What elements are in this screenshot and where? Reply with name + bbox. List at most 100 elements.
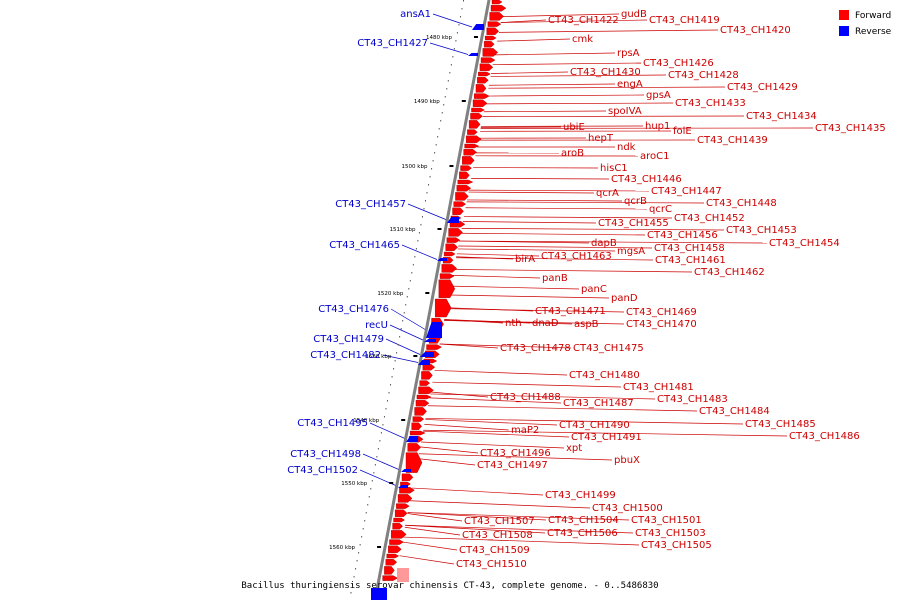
forward-leader-line — [407, 513, 463, 522]
minor-tick — [435, 144, 437, 146]
minor-tick — [391, 376, 393, 378]
reverse-feature-arrow — [420, 352, 434, 357]
forward-leader-line — [401, 541, 458, 551]
forward-feature-arrow — [412, 416, 425, 422]
minor-tick — [388, 392, 390, 394]
forward-gene-label: CT43_CH1509 — [459, 545, 530, 556]
forward-feature-arrow — [448, 228, 463, 237]
reverse-leader-line — [407, 203, 448, 221]
forward-gene-label: CT43_CH1506 — [547, 528, 618, 539]
forward-gene-label: CT43_CH1483 — [657, 394, 728, 405]
forward-gene-label: CT43_CH1499 — [545, 490, 616, 501]
forward-feature-arrow — [475, 84, 487, 93]
scale-label: 1540 kbp — [353, 418, 379, 424]
forward-leader-line — [417, 458, 476, 466]
forward-feature-arrow — [472, 99, 488, 108]
forward-feature-arrow — [455, 192, 469, 201]
forward-feature-arrow — [459, 171, 470, 180]
minor-tick — [364, 520, 366, 522]
minor-tick — [463, 0, 464, 2]
reverse-feature-arrow — [468, 53, 478, 56]
reverse-gene-label: recU — [365, 320, 388, 331]
minor-tick — [371, 480, 373, 482]
forward-leader-line — [494, 52, 616, 56]
reverse-feature-arrow — [437, 258, 447, 261]
forward-gene-label: CT43_CH1434 — [746, 111, 817, 122]
reverse-feature-arrow — [424, 339, 436, 342]
minor-tick — [393, 368, 395, 370]
minor-tick — [399, 336, 401, 338]
minor-tick — [411, 272, 413, 274]
minor-tick — [441, 112, 443, 114]
leader-lines — [359, 13, 814, 565]
minor-tick — [408, 288, 410, 290]
forward-leader-line — [444, 320, 625, 325]
forward-gene-label: CT43_CH1504 — [548, 515, 619, 526]
scale-label: 1550 kbp — [341, 481, 367, 487]
forward-leader-line — [501, 13, 620, 18]
forward-leader-line — [463, 216, 673, 219]
forward-leader-line — [429, 397, 562, 404]
minor-tick — [402, 320, 404, 322]
forward-gene-label: CT43_CH1455 — [598, 218, 669, 229]
minor-tick — [440, 120, 442, 122]
forward-gene-label: aroB — [561, 148, 584, 159]
forward-gene-label: aroC1 — [640, 151, 669, 162]
minor-tick — [361, 536, 363, 538]
forward-feature-arrow — [384, 566, 395, 575]
minor-tick — [453, 48, 455, 50]
forward-leader-line — [456, 257, 654, 261]
forward-feature-arrow — [490, 4, 507, 12]
minor-tick — [374, 464, 376, 466]
forward-leader-line — [405, 524, 546, 534]
forward-leader-line — [439, 343, 499, 349]
minor-tick — [400, 328, 402, 330]
minor-tick — [426, 192, 428, 194]
forward-feature-arrow — [422, 364, 436, 371]
forward-gene-label: CT43_CH1501 — [631, 515, 702, 526]
forward-feature-arrow — [463, 148, 477, 156]
forward-feature-arrow — [483, 41, 495, 48]
forward-leader-line — [483, 110, 607, 113]
forward-leader-line — [462, 221, 597, 224]
scale-tick — [377, 546, 382, 548]
reverse-labels: ansA1 CT43_CH1427 CT43_CH1457 CT43_CH1465 CT… — [287, 9, 431, 476]
forward-gene-label: hisC1 — [600, 163, 628, 174]
forward-gene-label: CT43_CH1430 — [570, 67, 641, 78]
forward-gene-label: CT43_CH1503 — [635, 528, 706, 539]
forward-gene-label: CT43_CH1481 — [623, 382, 694, 393]
minor-tick — [390, 384, 392, 386]
minor-tick — [368, 496, 370, 498]
minor-tick — [356, 560, 358, 562]
forward-feature-arrow — [393, 517, 405, 523]
forward-gene-label: CT43_CH1487 — [563, 398, 634, 409]
scale-tick — [473, 36, 478, 38]
reverse-leader-line — [385, 338, 421, 355]
forward-gene-label: CT43_CH1433 — [675, 98, 746, 109]
reverse-leader-line — [401, 244, 438, 260]
forward-gene-label: cmk — [572, 34, 593, 45]
forward-leader-line — [492, 62, 642, 66]
minor-tick — [455, 40, 457, 42]
minor-tick — [418, 232, 420, 234]
forward-feature-arrow — [489, 12, 504, 21]
scale-label: 1520 kbp — [377, 291, 403, 297]
minor-tick — [355, 568, 357, 570]
forward-leader-line — [446, 308, 625, 313]
forward-gene-label: CT43_CH1452 — [674, 213, 745, 224]
reverse-feature-arrow — [426, 322, 442, 338]
scale-label: 1490 kbp — [414, 99, 440, 105]
forward-leader-line — [471, 178, 610, 180]
genome-caption: Bacillus thuringiensis serovar chinensis… — [241, 581, 658, 591]
forward-gene-label: CT43_CH1484 — [699, 406, 770, 417]
forward-gene-label: CT43_CH1510 — [456, 559, 527, 570]
minor-tick — [446, 88, 448, 90]
forward-feature-arrow — [434, 298, 452, 318]
forward-gene-label: panB — [542, 273, 568, 284]
minor-tick — [432, 160, 434, 162]
reverse-leader-line — [369, 422, 407, 440]
legend-forward-swatch — [839, 10, 849, 20]
minor-tick — [425, 200, 426, 202]
forward-feature-arrow — [414, 407, 427, 416]
reverse-gene-label: CT43_CH1457 — [335, 199, 406, 210]
